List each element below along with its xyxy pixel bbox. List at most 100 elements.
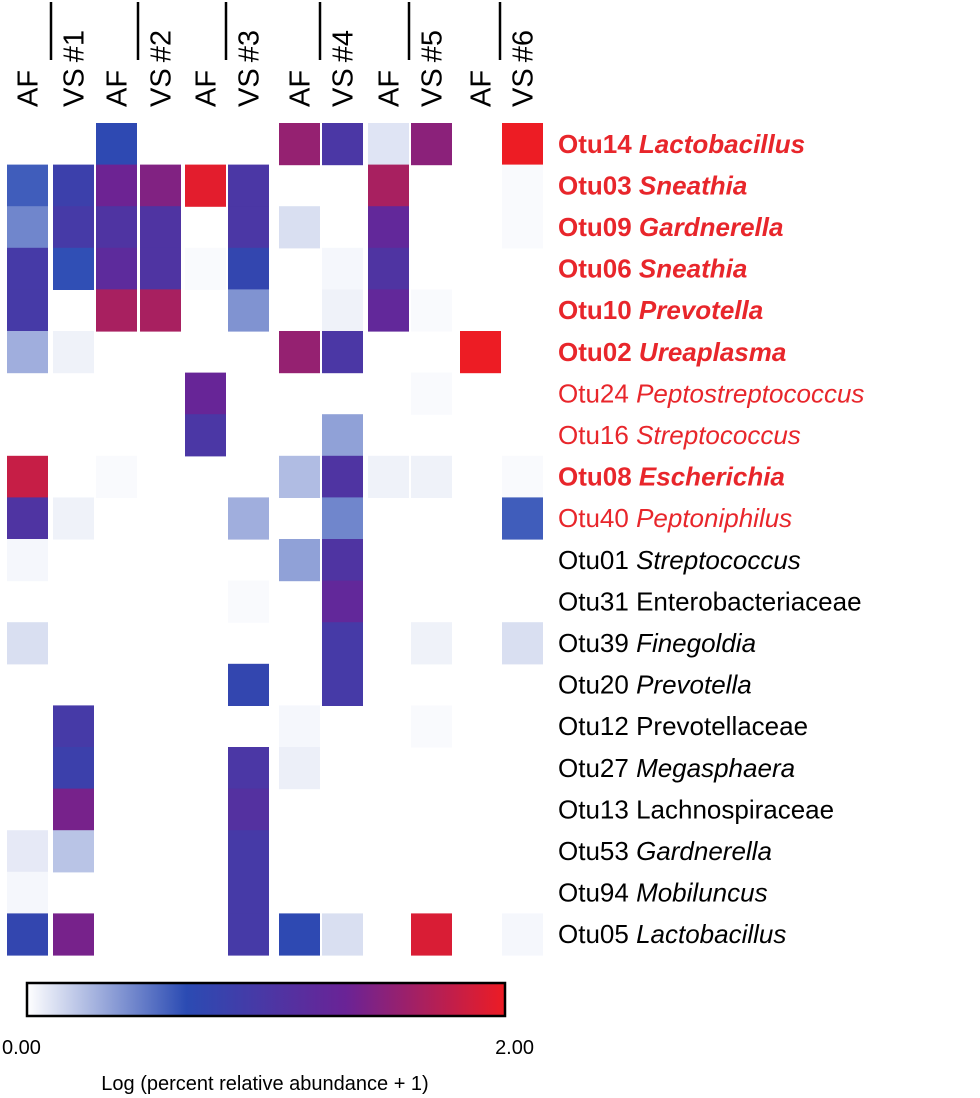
row-label-otu: Otu13 xyxy=(558,794,636,824)
heatmap-cell-otu01-col8 xyxy=(322,539,363,582)
row-label-otu: Otu03 xyxy=(558,170,639,200)
heatmap-cell-otu12-col7 xyxy=(279,705,320,748)
row-label-taxon: Lactobacillus xyxy=(636,919,786,949)
heatmap-cell-otu08-col7 xyxy=(279,455,320,498)
column-label-5-af: AF xyxy=(374,70,406,107)
heatmap-cell-otu39-col10 xyxy=(411,622,452,665)
heatmap-cell-otu14-col12 xyxy=(502,123,543,166)
row-label-otu20: Otu20 Prevotella xyxy=(558,670,752,700)
heatmap-cell-otu08-col3 xyxy=(96,455,137,498)
row-label-otu: Otu12 xyxy=(558,711,636,741)
heatmap-cell-otu27-col2 xyxy=(53,747,94,790)
column-label-6-af: AF xyxy=(466,70,498,107)
row-label-otu: Otu31 xyxy=(558,586,636,616)
column-label-4-af: AF xyxy=(285,70,317,107)
row-label-otu16: Otu16 Streptococcus xyxy=(558,420,801,450)
heatmap-cell-otu03-col9 xyxy=(368,164,409,207)
heatmap-cell-otu14-col3 xyxy=(96,123,137,166)
row-label-taxon: Lachnospiraceae xyxy=(636,794,834,824)
heatmap-cell-otu53-col1 xyxy=(7,830,48,873)
row-label-otu08: Otu08 Escherichia xyxy=(558,462,785,492)
row-label-otu: Otu14 xyxy=(558,129,639,159)
row-label-otu: Otu24 xyxy=(558,378,636,408)
heatmap-cell-otu06-col8 xyxy=(322,247,363,290)
heatmap-cell-otu06-col3 xyxy=(96,247,137,290)
color-scale-legend: 0.00 2.00 Log (percent relative abundanc… xyxy=(2,981,534,1095)
row-label-otu27: Otu27 Megasphaera xyxy=(558,753,795,783)
row-label-taxon: Streptococcus xyxy=(636,420,801,450)
row-label-otu14: Otu14 Lactobacillus xyxy=(558,129,805,159)
heatmap-cell-otu53-col6 xyxy=(228,830,269,873)
heatmap-cell-otu05-col12 xyxy=(502,913,543,956)
subject-label-3: #3 xyxy=(234,30,266,62)
heatmap-cell-otu09-col3 xyxy=(96,206,137,249)
heatmap-cell-otu06-col4 xyxy=(140,247,181,290)
heatmap-cell-otu14-col7 xyxy=(279,123,320,166)
heatmap-cell-otu40-col12 xyxy=(502,497,543,540)
color-scale-max-label: 2.00 xyxy=(495,1037,534,1059)
heatmap-cell-otu05-col7 xyxy=(279,913,320,956)
heatmap-cell-otu53-col2 xyxy=(53,830,94,873)
column-label-3-vs: VS xyxy=(234,68,266,107)
heatmap-cell-otu10-col4 xyxy=(140,289,181,332)
row-label-otu03: Otu03 Sneathia xyxy=(558,170,747,200)
heatmap-cell-otu16-col8 xyxy=(322,414,363,457)
heatmap-cell-otu10-col1 xyxy=(7,289,48,332)
heatmap-cell-otu08-col1 xyxy=(7,455,48,498)
column-label-1-vs: VS xyxy=(59,68,91,107)
row-label-otu: Otu20 xyxy=(558,670,636,700)
heatmap-cell-otu06-col2 xyxy=(53,247,94,290)
heatmap-cell-otu06-col1 xyxy=(7,247,48,290)
column-label-5-vs: VS xyxy=(417,68,449,107)
row-label-taxon: Enterobacteriaceae xyxy=(636,586,861,616)
subject-label-1: #1 xyxy=(59,30,91,62)
row-label-taxon: Prevotella xyxy=(639,295,763,325)
heatmap-cell-otu06-col5 xyxy=(185,247,226,290)
heatmap-cell-otu14-col8 xyxy=(322,123,363,166)
heatmap-cell-otu40-col6 xyxy=(228,497,269,540)
subject-label-6: #6 xyxy=(508,30,540,62)
heatmap-cell-otu05-col6 xyxy=(228,913,269,956)
row-label-otu40: Otu40 Peptoniphilus xyxy=(558,503,792,533)
heatmap-cell-otu05-col2 xyxy=(53,913,94,956)
heatmap-cell-otu10-col6 xyxy=(228,289,269,332)
row-label-otu02: Otu02 Ureaplasma xyxy=(558,337,786,367)
heatmap-cell-otu05-col8 xyxy=(322,913,363,956)
row-label-taxon: Sneathia xyxy=(639,170,747,200)
column-label-3-af: AF xyxy=(191,70,223,107)
heatmap-cell-otu24-col10 xyxy=(411,372,452,415)
row-label-otu06: Otu06 Sneathia xyxy=(558,254,747,284)
heatmap-cell-otu10-col3 xyxy=(96,289,137,332)
heatmap-cell-otu05-col1 xyxy=(7,913,48,956)
heatmap-cell-otu05-col10 xyxy=(411,913,452,956)
heatmap-cell-otu20-col6 xyxy=(228,663,269,706)
heatmap-cell-otu01-col7 xyxy=(279,539,320,582)
heatmap-cell-otu03-col5 xyxy=(185,164,226,207)
heatmap-cell-otu94-col1 xyxy=(7,871,48,914)
subject-label-4: #4 xyxy=(328,30,360,62)
heatmap-cell-otu08-col10 xyxy=(411,455,452,498)
heatmap-cell-otu03-col2 xyxy=(53,164,94,207)
row-label-otu09: Otu09 Gardnerella xyxy=(558,212,783,242)
row-label-taxon: Prevotellaceae xyxy=(636,711,808,741)
heatmap-cell-otu02-col2 xyxy=(53,331,94,374)
heatmap-cell-otu03-col12 xyxy=(502,164,543,207)
heatmap-cell-otu09-col12 xyxy=(502,206,543,249)
heatmap-cell-otu09-col1 xyxy=(7,206,48,249)
heatmap-cell-otu02-col7 xyxy=(279,331,320,374)
row-label-otu: Otu16 xyxy=(558,420,636,450)
column-label-2-af: AF xyxy=(102,70,134,107)
heatmap-cell-otu03-col6 xyxy=(228,164,269,207)
row-label-otu12: Otu12 Prevotellaceae xyxy=(558,711,808,741)
heatmap-cell-otu40-col8 xyxy=(322,497,363,540)
row-label-taxon: Peptostreptococcus xyxy=(636,378,864,408)
row-label-taxon: Finegoldia xyxy=(636,628,756,658)
row-label-taxon: Peptoniphilus xyxy=(636,503,792,533)
heatmap-cell-otu40-col1 xyxy=(7,497,48,540)
heatmap-cell-otu27-col6 xyxy=(228,747,269,790)
heatmap-cell-otu09-col2 xyxy=(53,206,94,249)
heatmap-cell-otu09-col7 xyxy=(279,206,320,249)
heatmap-cell-otu10-col10 xyxy=(411,289,452,332)
heatmap-cell-otu40-col2 xyxy=(53,497,94,540)
